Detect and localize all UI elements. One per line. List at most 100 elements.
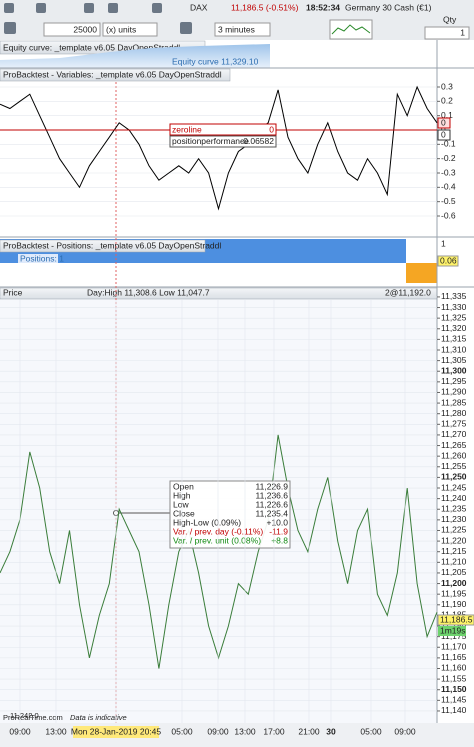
y-tick-label: 11,310 [441,344,467,354]
amount-input[interactable] [43,22,101,37]
symbol[interactable]: DAX [190,2,208,12]
value-badge-text: 0 [441,129,446,139]
equity-title: Equity curve: _template v6.05 DayOpenStr… [3,42,180,52]
y-tick-label: 11,165 [441,652,467,662]
icon[interactable] [36,3,46,13]
time-label: 05:00 [360,726,382,736]
countdown-badge [438,626,466,636]
y-tick-label: 11,270 [441,429,467,439]
instrument: Germany 30 Cash (€1) [345,2,432,12]
position-flat [406,263,437,283]
y-tick-label: -0.2 [441,153,456,163]
y-tick-label: 0 [441,124,446,134]
icon[interactable] [180,22,192,34]
time-label: 17:00 [263,726,285,736]
price-title: Price [3,287,23,297]
y-tick-label: 11,325 [441,312,467,322]
y-tick-label: 11,205 [441,567,467,577]
positions-title: ProBacktest - Positions: _template v6.05… [3,240,221,250]
tooltip-value: +8.8 [271,535,288,545]
icon[interactable] [4,22,16,34]
timeframe[interactable]: 3 minutes [218,24,255,34]
last-price-badge [437,614,474,626]
y-tick-label: 11,285 [441,397,467,407]
y-tick-label: 11,195 [441,588,467,598]
tooltip-name: Var. / prev. unit (0.08%) [173,535,261,545]
order: 2@11,192.0 [385,287,431,297]
y-tick-label: 0.2 [441,96,453,106]
toolbar-icons [4,3,192,34]
y-tick-label: 11,140 [441,705,467,715]
y-tick-label: 11,225 [441,525,467,535]
timeframe-select[interactable] [214,22,271,37]
positions-label: Positions: 1 [20,253,64,263]
perf-value: -0.06582 [240,136,274,146]
tooltip [169,480,291,549]
positions-badge-text: 0.06 [440,255,457,265]
zeroline-value: 0 [269,124,274,134]
y-tick-label: -0.1 [441,139,456,149]
y-tick-label: 11,155 [441,673,467,683]
qty-input[interactable] [424,26,470,40]
units[interactable]: (x) units [106,24,136,34]
y-tick-label: 11,245 [441,482,467,492]
y-tick-label: -0.5 [441,196,456,206]
y-tick-label: 11,190 [441,599,467,609]
y-tick-label: 11,320 [441,323,467,333]
amount[interactable]: 25000 [73,24,97,34]
icon[interactable] [4,3,14,13]
zeroline-box [169,123,277,136]
time-label: 13:00 [45,726,67,736]
y-tick-label: 11,295 [441,376,467,386]
tooltip-value: 11,226.6 [256,499,289,509]
series-line [0,85,438,211]
icon[interactable] [84,3,94,13]
y-tick-label: 11,235 [441,503,467,513]
y-tick-label: 11,315 [441,334,467,344]
footer-brand: ProRealTime.com [3,713,63,722]
series-line [0,434,438,669]
icon[interactable] [108,3,118,13]
y-tick-label: -0.4 [441,182,456,192]
positions-badge [437,255,459,267]
time-label: Mon 28-Jan-2019 20:45 [71,726,162,736]
y-tick-label: 11,335 [441,291,467,301]
icon[interactable] [152,3,162,13]
qty-label: Qty [443,14,457,24]
y-tick-label: 11,260 [441,450,467,460]
value-badge [437,117,451,129]
y-tick-label: 0.1 [441,110,453,120]
footer-note: Data is indicative [70,713,127,722]
y-tick-label: 11,170 [441,642,467,652]
cursor-date-box [73,726,159,738]
tooltip-value: 11,235.4 [256,508,289,518]
tooltip-value: 11,226.9 [256,481,289,491]
y-tick-label: 11,300 [441,365,467,375]
tooltip-value: +10.0 [266,517,288,527]
time-label: 13:00 [234,726,256,736]
y-tick-label: 0.3 [441,81,453,91]
countdown: 1m19s [440,625,466,635]
time-label: 21:00 [298,726,320,736]
positions-label-box [18,254,58,263]
qty[interactable]: 1 [460,27,465,37]
panel-header [0,287,438,300]
y-tick-label: 11,275 [441,419,467,429]
tooltip-name: Close [173,508,195,518]
y-tick-label: 11,290 [441,387,467,397]
mini-chart[interactable] [329,19,373,40]
last-price: 11,186.5 [440,614,473,624]
equity-area [0,44,270,68]
y-tick-label: 11,255 [441,461,467,471]
y-tick-label: -0.6 [441,210,456,220]
y-tick-label: 11,250 [441,472,467,482]
y-tick-label: 11,145 [441,695,467,705]
y-tick-label: 11,230 [441,514,467,524]
day-range: Day:High 11,308.6 Low 11,047.7 [87,287,210,297]
time-label: 09:00 [207,726,229,736]
footer-price: 11,242.0 [10,711,39,720]
units-select[interactable] [102,22,158,37]
equity-label: Equity curve 11,329.10 [172,56,259,66]
y-tick-label: 11,265 [441,440,467,450]
y-tick-label: 11,200 [441,578,467,588]
